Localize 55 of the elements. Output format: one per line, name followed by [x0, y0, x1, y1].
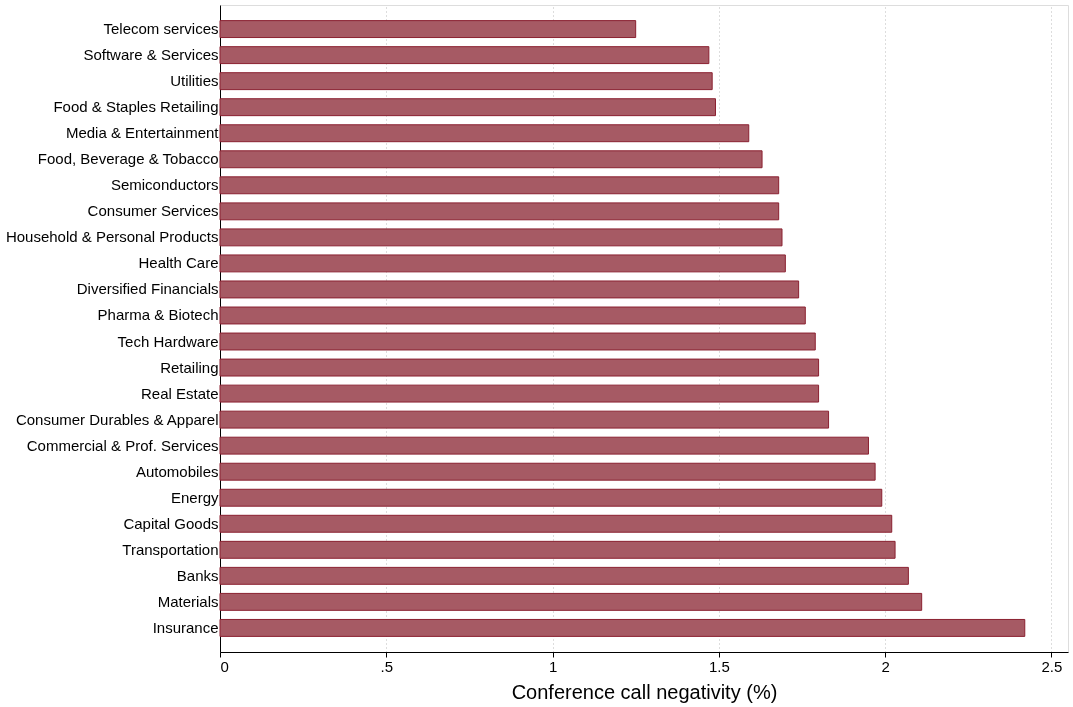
y-tick-label: Telecom services [103, 20, 219, 38]
y-tick-label: Materials [157, 592, 219, 610]
x-tick-label: 2.5 [1041, 657, 1063, 675]
y-tick-label: Semiconductors [110, 176, 219, 194]
bar [219, 332, 816, 351]
bar [219, 358, 820, 377]
x-axis-title: Conference call negativity (%) [511, 680, 778, 703]
y-tick-label: Retailing [160, 358, 219, 376]
x-tick-label: .5 [380, 657, 394, 675]
y-tick-label: Health Care [138, 254, 219, 272]
bar [219, 618, 1026, 637]
bar [219, 124, 750, 143]
y-tick-label: Tech Hardware [117, 332, 219, 350]
bar [219, 202, 780, 221]
y-tick-label: Software & Services [83, 46, 219, 64]
y-tick-label: Diversified Financials [76, 280, 219, 298]
bar [219, 254, 786, 273]
y-tick-label: Utilities [170, 72, 219, 90]
y-tick-label: Banks [176, 566, 219, 584]
bar [219, 436, 869, 455]
bar [219, 46, 710, 65]
bar [219, 176, 780, 195]
x-tick-label: 0 [220, 657, 229, 675]
x-tick-label: 1.5 [708, 657, 730, 675]
bar [219, 540, 896, 559]
y-tick-label: Household & Personal Products [5, 228, 219, 246]
bar [219, 228, 783, 247]
y-tick-label: Real Estate [140, 384, 219, 402]
bar [219, 514, 893, 533]
y-tick-label: Food & Staples Retailing [53, 98, 219, 116]
bar [219, 306, 806, 325]
bar [219, 566, 909, 585]
bar [219, 72, 713, 91]
bar [219, 462, 876, 481]
y-tick-label: Automobiles [135, 462, 219, 480]
bar [219, 98, 716, 117]
bar [219, 488, 883, 507]
bar [219, 410, 830, 429]
bar [219, 20, 637, 39]
y-tick-label: Media & Entertainment [65, 124, 220, 142]
bar [219, 384, 820, 403]
bar [219, 150, 763, 169]
y-tick-label: Food, Beverage & Tobacco [37, 150, 219, 168]
y-tick-label: Consumer Durables & Apparel [15, 410, 219, 428]
y-tick-label: Insurance [152, 618, 219, 636]
y-tick-label: Pharma & Biotech [97, 306, 219, 324]
y-tick-label: Consumer Services [87, 202, 219, 220]
x-tick-label: 1 [548, 657, 558, 675]
bar [219, 592, 923, 611]
y-tick-label: Transportation [122, 540, 219, 558]
y-tick-label: Capital Goods [123, 514, 219, 532]
y-tick-label: Energy [170, 488, 219, 506]
bar [219, 280, 800, 299]
y-tick-label: Commercial & Prof. Services [26, 436, 219, 454]
x-tick-label: 2 [881, 657, 890, 675]
